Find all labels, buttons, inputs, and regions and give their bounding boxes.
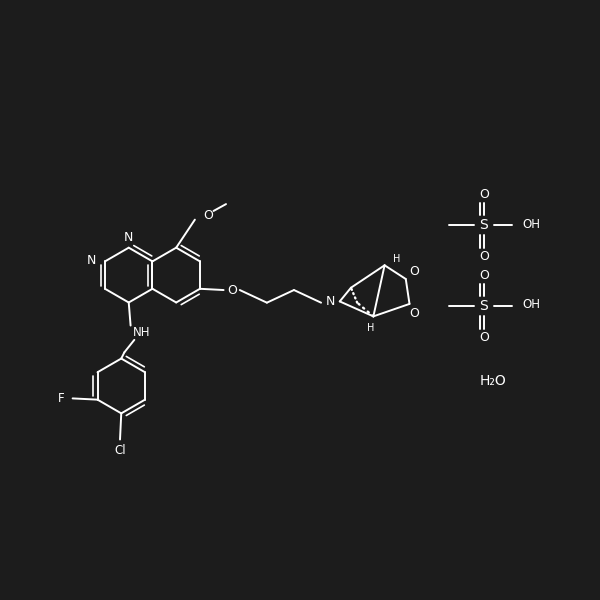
- Text: N: N: [86, 254, 96, 266]
- Text: H: H: [367, 323, 374, 332]
- Text: S: S: [479, 299, 488, 313]
- Text: H₂O: H₂O: [479, 374, 506, 388]
- Text: O: O: [479, 250, 488, 263]
- Text: N: N: [124, 230, 133, 244]
- Text: O: O: [410, 265, 419, 278]
- Text: OH: OH: [523, 218, 541, 230]
- Text: O: O: [479, 331, 488, 344]
- Text: O: O: [410, 307, 419, 320]
- Text: O: O: [203, 209, 214, 222]
- Text: O: O: [227, 284, 237, 296]
- Text: H: H: [394, 254, 401, 264]
- Text: F: F: [58, 392, 65, 405]
- Text: NH: NH: [133, 326, 151, 339]
- Text: N: N: [326, 295, 335, 308]
- Text: O: O: [479, 188, 488, 200]
- Text: Cl: Cl: [114, 444, 126, 457]
- Text: S: S: [479, 218, 488, 232]
- Text: O: O: [479, 269, 488, 281]
- Text: OH: OH: [523, 298, 541, 311]
